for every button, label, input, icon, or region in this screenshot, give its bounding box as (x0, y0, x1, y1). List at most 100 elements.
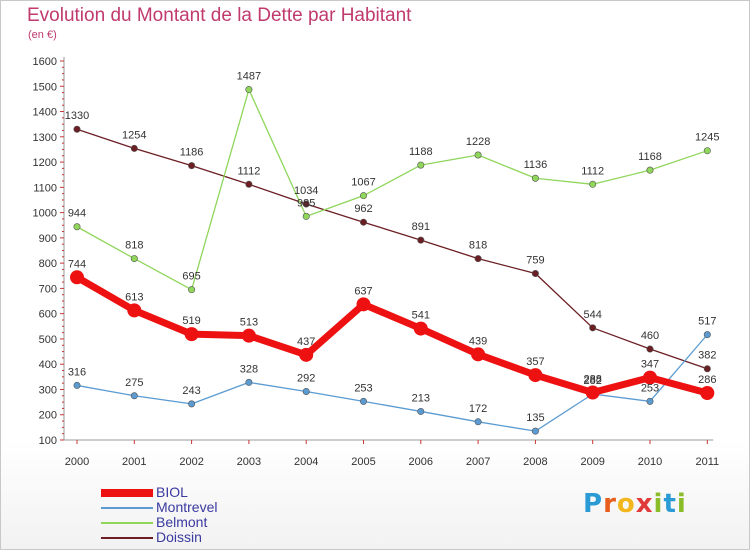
legend-label: Doissin (156, 529, 202, 545)
data-point-montrevel (531, 427, 539, 435)
data-point-doissin (417, 236, 425, 244)
data-point-biol (356, 297, 371, 312)
y-tick-label: 800 (39, 258, 57, 270)
y-tick-label: 500 (39, 334, 57, 346)
data-point-biol (700, 386, 715, 401)
data-point-belmont (531, 174, 539, 182)
y-tick-label: 200 (39, 410, 57, 422)
data-point-doissin (73, 125, 81, 133)
data-point-montrevel (130, 392, 138, 400)
data-label-montrevel: 213 (412, 392, 430, 404)
y-tick-label: 1000 (33, 208, 57, 220)
proxiti-logo: Proxiti (583, 489, 687, 519)
data-point-doissin (359, 218, 367, 226)
data-point-montrevel (474, 418, 482, 426)
chart-title: Evolution du Montant de la Dette par Hab… (27, 5, 412, 26)
data-label-biol: 439 (469, 335, 487, 347)
y-tick-label: 600 (39, 309, 57, 321)
data-labels: 1330 1254 1186 1112 1034 962 891 818 759 544 460 38… (65, 71, 720, 425)
x-tick-label: 2002 (179, 456, 203, 468)
data-label-montrevel: 243 (182, 385, 200, 397)
data-point-biol (70, 270, 84, 285)
data-point-belmont (417, 161, 425, 169)
data-point-montrevel (646, 397, 654, 405)
data-label-montrevel: 253 (354, 382, 372, 394)
data-point-montrevel (302, 387, 310, 395)
data-point-doissin (302, 200, 310, 208)
legend-swatch (101, 507, 153, 509)
legend-swatch (101, 522, 153, 524)
data-label-doissin: 1254 (122, 129, 146, 141)
x-tick-label: 2007 (466, 456, 490, 468)
data-point-montrevel (188, 400, 196, 408)
data-point-belmont (130, 255, 138, 263)
data-point-doissin (130, 144, 138, 152)
data-point-doissin (531, 269, 539, 277)
data-label-doissin: 1034 (294, 185, 318, 197)
y-tick-label: 1200 (33, 157, 57, 169)
x-tick-label: 2006 (409, 456, 433, 468)
data-label-montrevel: 292 (297, 372, 315, 384)
data-point-doissin (589, 324, 597, 332)
y-tick-label: 900 (39, 233, 57, 245)
y-tick-label: 700 (39, 283, 57, 295)
data-label-belmont: 1487 (237, 71, 261, 83)
x-tick-label: 2008 (523, 456, 547, 468)
series-layer (70, 86, 715, 435)
data-label-biol: 286 (698, 374, 716, 386)
data-label-biol: 519 (182, 315, 200, 327)
data-label-belmont: 1112 (581, 165, 604, 177)
series-line-doissin (76, 128, 708, 370)
series-line-montrevel (76, 334, 708, 432)
y-tick-label: 100 (39, 435, 57, 447)
series-line-belmont (76, 88, 708, 291)
data-label-montrevel: 328 (240, 363, 258, 375)
data-point-montrevel (359, 397, 367, 405)
data-point-montrevel (417, 407, 425, 415)
data-label-doissin: 818 (469, 240, 487, 252)
data-label-belmont: 944 (68, 208, 86, 220)
chart-subtitle: (en €) (28, 29, 57, 41)
data-label-biol: 513 (240, 317, 258, 329)
x-tick-label: 2004 (294, 456, 318, 468)
data-label-doissin: 1186 (180, 147, 204, 159)
data-label-doissin: 544 (584, 309, 602, 321)
logo-letter: o (616, 489, 636, 519)
data-label-doissin: 1112 (237, 165, 260, 177)
data-label-montrevel: 275 (125, 377, 143, 389)
data-point-biol (585, 385, 600, 400)
data-label-doissin: 891 (412, 221, 430, 233)
data-label-belmont: 1136 (524, 159, 548, 171)
y-tick-label: 400 (39, 359, 57, 371)
data-point-doissin (474, 255, 482, 263)
data-point-biol (127, 303, 142, 318)
legend-label: Montrevel (156, 499, 218, 515)
data-label-belmont: 1067 (351, 177, 375, 189)
logo-letter: P (583, 489, 604, 519)
logo-letter: x (635, 489, 654, 519)
line-chart: 100 200 300 400 500 600 700 800 900 1000 1100 1200 1… (33, 56, 720, 468)
data-point-biol (184, 327, 199, 342)
y-tick-label: 1600 (33, 56, 57, 68)
data-point-montrevel (73, 381, 81, 389)
y-tick-label: 1100 (33, 182, 57, 194)
data-label-doissin: 962 (354, 203, 372, 215)
data-label-montrevel: 282 (584, 375, 602, 387)
data-label-doissin: 1330 (65, 110, 89, 122)
data-label-doissin: 382 (698, 350, 716, 362)
data-label-montrevel: 135 (526, 412, 544, 424)
legend-label: BIOL (156, 484, 188, 500)
x-tick-label: 2009 (580, 456, 604, 468)
data-point-belmont (703, 147, 711, 155)
x-tick-label: 2010 (638, 456, 662, 468)
data-point-montrevel (245, 378, 253, 386)
y-tick-label: 300 (39, 384, 57, 396)
legend-label: Belmont (156, 514, 208, 530)
data-point-biol (241, 328, 256, 343)
data-label-belmont: 985 (297, 197, 315, 209)
data-label-biol: 347 (641, 359, 659, 371)
y-tick-label: 1300 (33, 132, 57, 144)
data-point-belmont (646, 166, 654, 174)
data-label-belmont: 1228 (466, 136, 490, 148)
data-label-montrevel: 517 (698, 316, 716, 328)
